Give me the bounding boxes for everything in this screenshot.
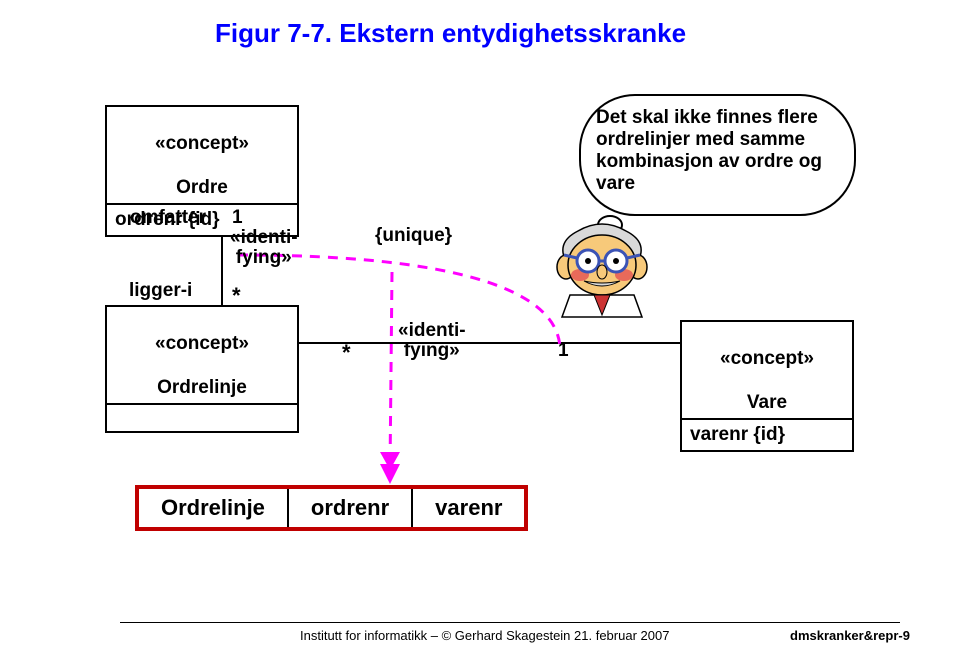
footer-line [120, 622, 900, 623]
classname-vare: Vare [747, 392, 787, 413]
stereotype-ordrelinje: «concept» [155, 333, 249, 354]
speech-bubble: Det skal ikke finnes flere ordrelinjer m… [596, 107, 839, 195]
table-cell-0: Ordrelinje [137, 487, 288, 529]
table-cell-1: ordrenr [288, 487, 412, 529]
figure-title: Figur 7-7. Ekstern entydighetsskranke [215, 18, 686, 49]
label-identifying-top: «identi- fying» [230, 228, 298, 268]
relation-table: Ordrelinje ordrenr varenr [135, 485, 528, 531]
class-head-ordrelinje: «concept» Ordrelinje [107, 307, 297, 405]
stereotype-vare: «concept» [720, 348, 814, 369]
class-box-vare: «concept» Vare varenr {id} [680, 320, 854, 452]
table-cell-2: varenr [412, 487, 526, 529]
class-head-vare: «concept» Vare [682, 322, 852, 420]
label-unique: {unique} [375, 225, 452, 247]
label-multiplicity-1-right: 1 [558, 340, 569, 362]
speech-bubble-text: Det skal ikke finnes flere ordrelinjer m… [596, 107, 839, 195]
label-ligger-i: ligger-i [129, 280, 192, 302]
classname-ordrelinje: Ordrelinje [157, 377, 247, 398]
footer-center: Institutt for informatikk – © Gerhard Sk… [300, 628, 669, 643]
attr-vare: varenr {id} [682, 420, 852, 450]
stereotype-ordre: «concept» [155, 133, 249, 154]
label-multiplicity-star-top: * [232, 283, 241, 309]
attr-ordrelinje [107, 405, 297, 431]
class-head-ordre: «concept» Ordre [107, 107, 297, 205]
label-multiplicity-1-top: 1 [232, 207, 243, 229]
classname-ordre: Ordre [176, 177, 228, 198]
class-box-ordrelinje: «concept» Ordrelinje [105, 305, 299, 433]
label-multiplicity-star-mid: * [342, 340, 351, 366]
footer-right: dmskranker&repr-9 [790, 628, 910, 643]
label-omfatter: omfatter [130, 207, 206, 229]
label-identifying-mid: «identi- fying» [398, 321, 466, 361]
